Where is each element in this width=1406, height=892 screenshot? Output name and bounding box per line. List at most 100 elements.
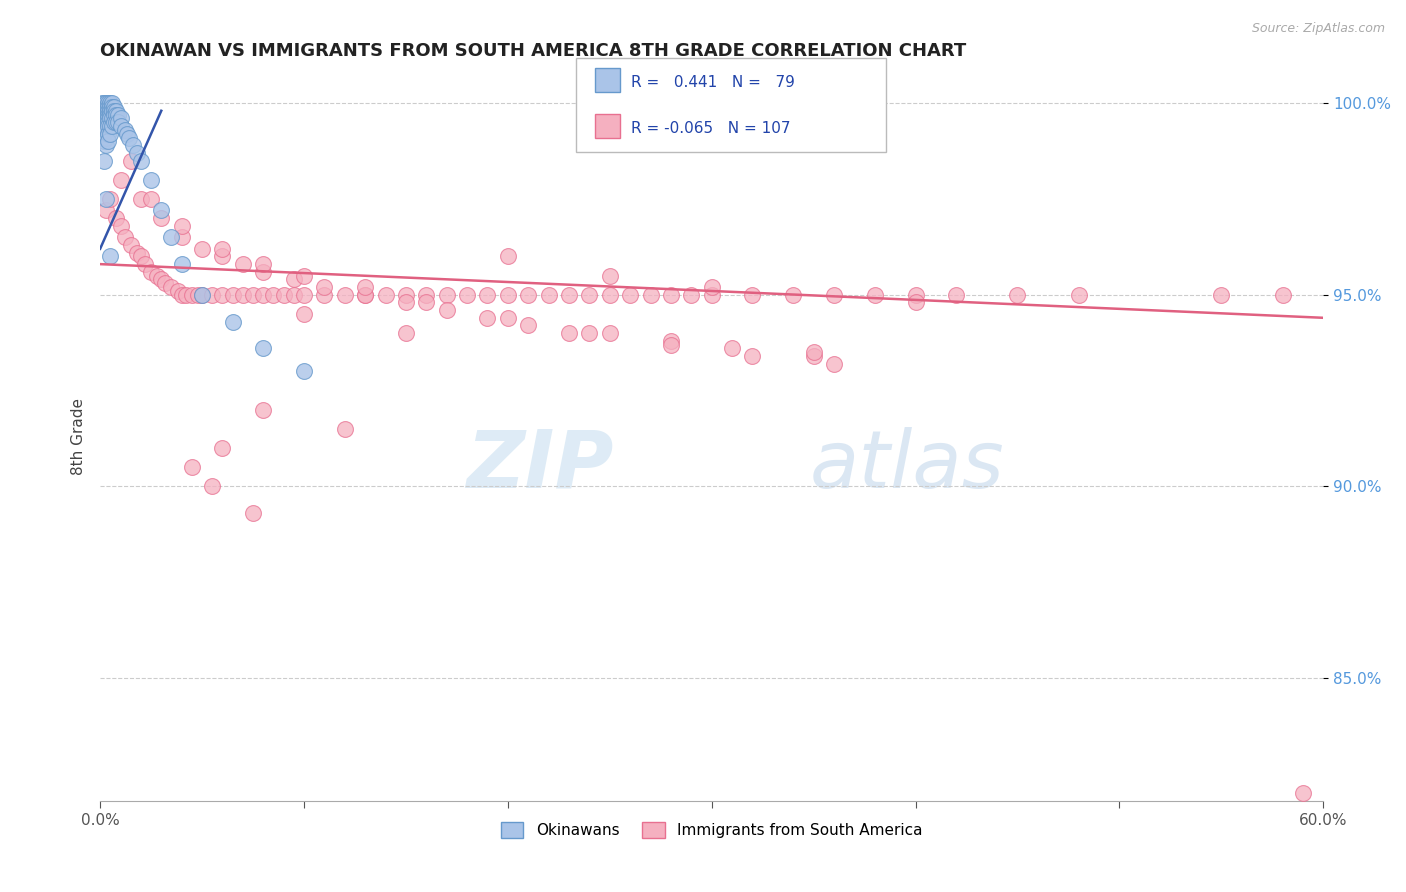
Point — [1067, 287, 1090, 301]
Point — [415, 295, 437, 310]
Point — [170, 230, 193, 244]
Point — [103, 100, 125, 114]
Legend: Okinawans, Immigrants from South America: Okinawans, Immigrants from South America — [495, 816, 929, 844]
Point — [201, 287, 224, 301]
Point — [863, 287, 886, 301]
Point — [681, 287, 703, 301]
Point — [904, 295, 927, 310]
Point — [98, 250, 121, 264]
Point — [114, 230, 136, 244]
Point — [436, 303, 458, 318]
Point — [211, 250, 233, 264]
Point — [114, 123, 136, 137]
Point — [98, 100, 121, 114]
Point — [93, 127, 115, 141]
Point — [496, 287, 519, 301]
Point — [242, 287, 264, 301]
Point — [242, 506, 264, 520]
Point — [252, 402, 274, 417]
Point — [98, 192, 121, 206]
Point — [537, 287, 560, 301]
Point — [1007, 287, 1029, 301]
Point — [91, 115, 114, 129]
Point — [120, 238, 142, 252]
Point — [558, 326, 581, 340]
Point — [292, 307, 315, 321]
Point — [1211, 287, 1233, 301]
Point — [96, 138, 118, 153]
Point — [93, 119, 115, 133]
Text: Source: ZipAtlas.com: Source: ZipAtlas.com — [1251, 22, 1385, 36]
Point — [110, 173, 132, 187]
Point — [721, 342, 744, 356]
Point — [91, 96, 114, 111]
Point — [201, 479, 224, 493]
Point — [578, 326, 600, 340]
Point — [97, 119, 120, 133]
Point — [96, 100, 118, 114]
Point — [221, 287, 243, 301]
Point — [97, 135, 120, 149]
Point — [180, 460, 202, 475]
Point — [292, 287, 315, 301]
Point — [945, 287, 967, 301]
Point — [803, 349, 825, 363]
Point — [160, 230, 183, 244]
Point — [129, 153, 152, 168]
Point — [578, 287, 600, 301]
Point — [97, 112, 120, 126]
Point — [139, 173, 162, 187]
Point — [97, 115, 120, 129]
Point — [659, 334, 682, 348]
Point — [262, 287, 284, 301]
Point — [146, 268, 169, 283]
Point — [103, 107, 125, 121]
Point — [98, 119, 121, 133]
Point — [477, 310, 499, 325]
Point — [101, 103, 124, 118]
Point — [91, 127, 114, 141]
Point — [354, 287, 377, 301]
Point — [252, 342, 274, 356]
Point — [558, 287, 581, 301]
Point — [174, 287, 197, 301]
Point — [96, 115, 118, 129]
Point — [91, 103, 114, 118]
Point — [105, 103, 128, 118]
Point — [232, 287, 254, 301]
Point — [98, 112, 121, 126]
Point — [823, 357, 845, 371]
Point — [101, 119, 124, 133]
Point — [98, 96, 121, 111]
Point — [139, 192, 162, 206]
Point — [115, 127, 138, 141]
Point — [107, 107, 129, 121]
Point — [101, 112, 124, 126]
Point — [395, 287, 418, 301]
Point — [1292, 786, 1315, 800]
Point — [252, 287, 274, 301]
Point — [211, 242, 233, 256]
Point — [91, 130, 114, 145]
Point — [456, 287, 478, 301]
Point — [103, 115, 125, 129]
Point — [97, 127, 120, 141]
Point — [96, 96, 118, 111]
Point — [187, 287, 209, 301]
Point — [640, 287, 662, 301]
Point — [105, 211, 128, 226]
Point — [191, 287, 214, 301]
Point — [150, 272, 173, 286]
Point — [96, 107, 118, 121]
Point — [91, 119, 114, 133]
Point — [96, 103, 118, 118]
Point — [91, 123, 114, 137]
Point — [97, 96, 120, 111]
Point — [96, 119, 118, 133]
Point — [252, 265, 274, 279]
Point — [782, 287, 804, 301]
Point — [496, 250, 519, 264]
Point — [93, 123, 115, 137]
Point — [283, 272, 305, 286]
Point — [619, 287, 641, 301]
